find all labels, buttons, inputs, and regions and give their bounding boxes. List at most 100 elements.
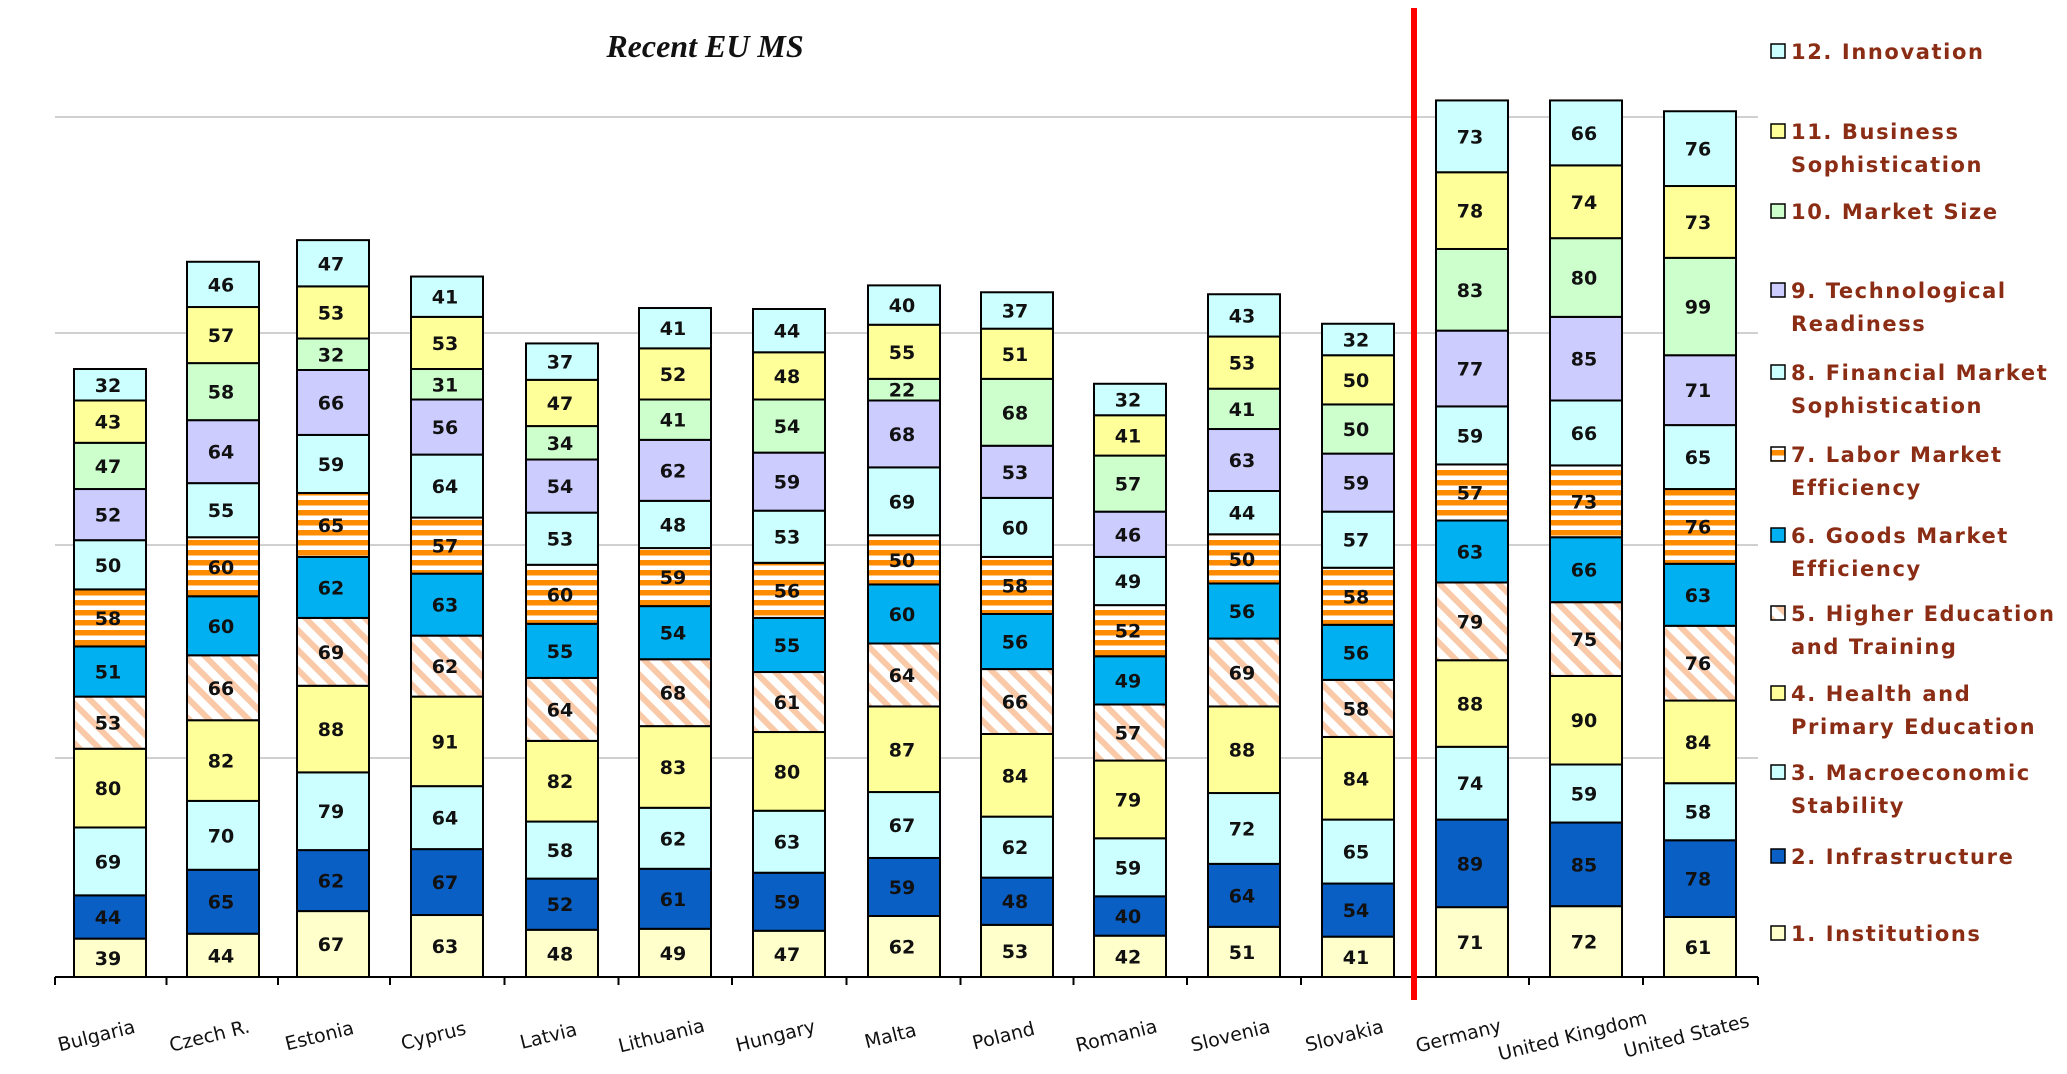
data-label-malta-s10: 22 [889,380,915,402]
data-label-estonia-s7: 65 [318,515,344,537]
bar-segment-slovakia-4-health-and-primary-education [1321,735,1395,821]
bar-segment-slovakia-10-market-size [1321,403,1395,455]
bar-segment-estonia-2-infrastructure [296,849,370,913]
bar-segment-malta-8-financial-market-sophistication [867,466,941,537]
data-label-romania-s6: 49 [1115,670,1141,692]
data-label-malta-s8: 69 [889,491,915,513]
data-label-romania-s2: 40 [1115,906,1141,928]
legend-item-11-business-sophistication: 11. Business Sophistication [1770,120,1982,177]
legend-label: 3. Macroeconomic [1791,761,2031,785]
data-label-hungary-s1: 47 [774,944,800,966]
data-label-hungary-s7: 56 [774,580,800,602]
data-label-latvia-s8: 53 [547,529,573,551]
data-label-malta-s3: 67 [889,815,915,837]
legend-item-9-technological-readiness: 9. Technological Readiness [1770,279,2007,336]
data-label-estonia-s9: 66 [318,392,344,414]
legend-swatch [1770,123,1786,139]
data-label-bulgaria-s2: 44 [95,907,121,929]
data-label-czech-r-s7: 60 [208,557,234,579]
data-label-germany-s1: 71 [1457,932,1483,954]
bar-segment-hungary-12-innovation [752,307,826,354]
data-label-malta-s6: 60 [889,604,915,626]
data-label-germany-s10: 83 [1457,280,1483,302]
data-label-united-states-s3: 58 [1685,802,1711,824]
bar-segment-malta-4-health-and-primary-education [867,705,941,794]
category-label-cyprus: Cyprus [399,1017,469,1054]
chart-title: Recent EU MS [605,28,803,64]
data-label-germany-s12: 73 [1457,126,1483,148]
legend-label: Readiness [1791,312,1926,336]
data-label-malta-s9: 68 [889,424,915,446]
legend-label: 4. Health and [1791,682,1971,706]
bar-stack-poland: 53 48 62 84 66 56 58 60 53 68 51 37 [980,291,1054,978]
legend-label: 9. Technological [1791,279,2007,303]
data-label-latvia-s6: 55 [547,641,573,663]
data-label-cyprus-s2: 67 [432,872,458,894]
bar-segment-hungary-2-infrastructure [752,871,826,932]
bar-segment-czech-r-7-labor-market-efficiency [186,536,260,598]
data-label-germany-s3: 74 [1457,773,1483,795]
bar-segment-cyprus-9-technological-readiness [410,398,484,456]
data-label-poland-s9: 53 [1002,462,1028,484]
bar-segment-cyprus-6-goods-market-efficiency [410,572,484,637]
data-label-latvia-s1: 48 [547,943,573,965]
data-label-united-kingdom-s4: 90 [1571,710,1597,732]
data-label-czech-r-s11: 57 [208,325,234,347]
bar-segment-estonia-9-technological-readiness [296,368,370,436]
legend-label: 12. Innovation [1791,40,1985,64]
legend-label: 10. Market Size [1791,200,1999,224]
data-label-slovakia-s6: 56 [1343,642,1369,664]
bar-segment-germany-11-business-sophistication [1435,171,1509,250]
data-label-hungary-s2: 59 [774,892,800,914]
legend-label: Sophistication [1791,394,1983,418]
bar-segment-slovenia-5-higher-education-and-training [1207,637,1281,708]
bar-segment-romania-5-higher-education-and-training [1093,703,1167,762]
data-label-malta-s4: 87 [889,739,915,761]
bar-segment-hungary-5-higher-education-and-training [752,671,826,734]
category-label-czech-r: Czech R. [167,1016,252,1057]
data-label-estonia-s12: 47 [318,253,344,275]
legend-label: 8. Financial Market [1791,361,2048,385]
bar-segment-bulgaria-8-financial-market-sophistication [73,539,147,591]
legend-item-12-innovation: 12. Innovation [1770,40,1985,64]
bar-segment-poland-11-business-sophistication [980,327,1054,380]
legend-swatch [1770,527,1786,543]
bar-segment-slovakia-11-business-sophistication [1321,354,1395,406]
bar-stack-estonia: 67 62 79 88 69 62 65 59 66 32 53 47 [296,239,370,978]
bar-segment-hungary-8-financial-market-sophistication [752,509,826,564]
data-label-united-kingdom-s5: 75 [1571,629,1597,651]
bar-segment-cyprus-3-macroeconomic-stability [410,785,484,851]
bar-segment-lithuania-6-goods-market-efficiency [638,605,712,661]
data-label-estonia-s8: 59 [318,454,344,476]
legend-item-5-higher-education-and-training: 5. Higher Education and Training [1770,602,2054,659]
bar-segment-cyprus-10-market-size [410,368,484,401]
data-label-united-kingdom-s6: 66 [1571,560,1597,582]
legend-label: 11. Business [1791,120,1960,144]
data-label-cyprus-s5: 62 [432,656,458,678]
data-label-romania-s8: 49 [1115,571,1141,593]
bar-segment-cyprus-5-higher-education-and-training [410,634,484,698]
bar-stack-malta: 62 59 67 87 64 60 50 69 68 22 55 40 [867,284,941,978]
data-label-germany-s5: 79 [1457,611,1483,633]
data-label-germany-s9: 77 [1457,359,1483,381]
data-label-lithuania-s7: 59 [660,567,686,589]
bar-segment-czech-r-10-market-size [186,362,260,422]
data-label-hungary-s11: 48 [774,366,800,388]
legend-swatch [1770,43,1786,59]
data-label-slovenia-s6: 56 [1229,601,1255,623]
bar-segment-united-kingdom-4-health-and-primary-education [1549,674,1623,766]
bar-segment-germany-10-market-size [1435,247,1509,332]
data-label-romania-s1: 42 [1115,946,1141,968]
data-label-slovenia-s9: 63 [1229,450,1255,472]
bar-segment-poland-3-macroeconomic-stability [980,815,1054,879]
bar-segment-germany-5-higher-education-and-training [1435,581,1509,662]
data-label-cyprus-s4: 91 [432,731,458,753]
data-label-poland-s5: 66 [1002,692,1028,714]
bar-segment-romania-4-health-and-primary-education [1093,759,1167,840]
data-label-slovenia-s11: 53 [1229,353,1255,375]
bar-segment-estonia-4-health-and-primary-education [296,684,370,774]
data-label-latvia-s7: 60 [547,584,573,606]
legend-label: 2. Infrastructure [1791,845,2014,869]
data-label-germany-s2: 89 [1457,853,1483,875]
bar-segment-czech-r-4-health-and-primary-education [186,719,260,802]
